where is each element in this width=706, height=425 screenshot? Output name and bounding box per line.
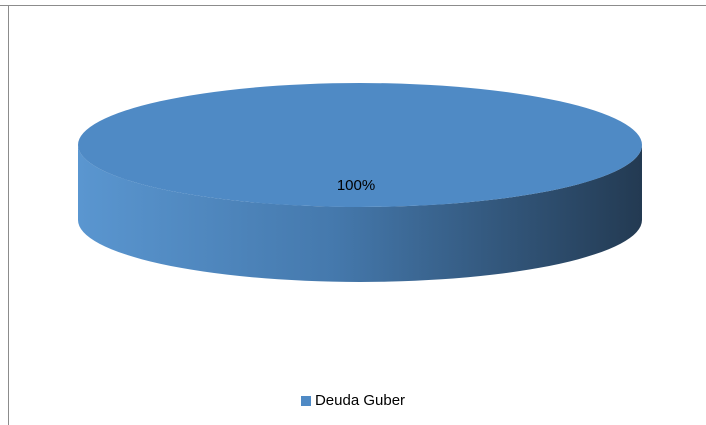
- pie-slice-side-0: [78, 145, 642, 282]
- pie-slice-top-0: [78, 83, 642, 207]
- chart-frame-left-border: [8, 5, 9, 425]
- legend: Deuda Guber: [0, 392, 706, 409]
- legend-swatch-deuda-guber: [300, 395, 311, 406]
- chart-frame-top-border: [0, 5, 706, 6]
- legend-label-deuda-guber: Deuda Guber: [314, 392, 406, 409]
- data-label-deuda-guber: 100%: [337, 177, 375, 194]
